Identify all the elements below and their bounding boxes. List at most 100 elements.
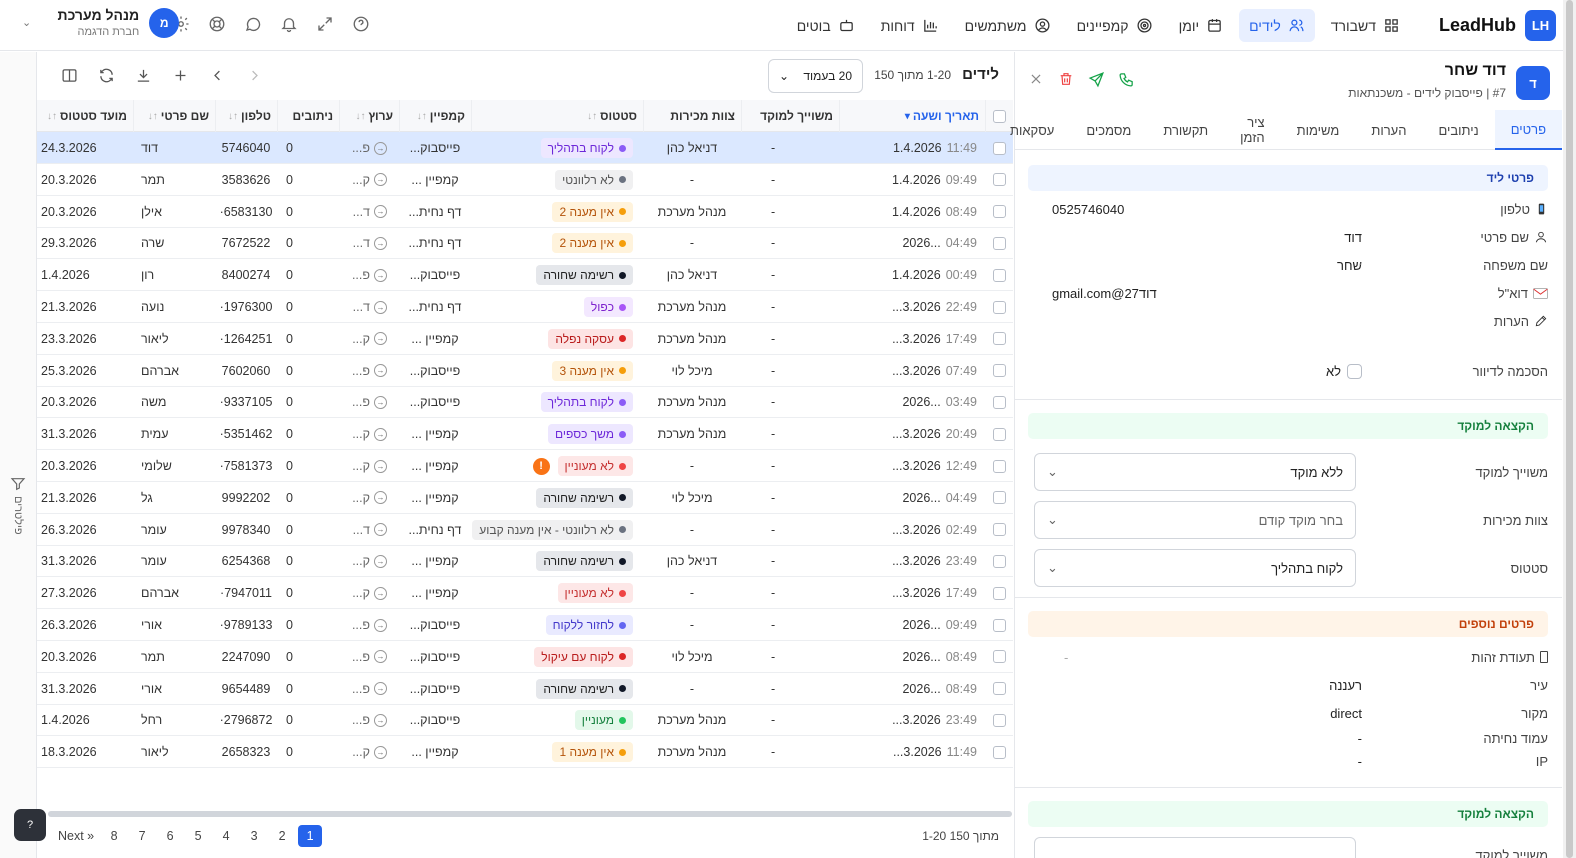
row-phone[interactable]: 6583130· — [219, 204, 273, 219]
assign-select[interactable]: בחר מוקד קודם ⌄ — [1034, 501, 1356, 539]
status-badge[interactable]: לחזור ללקוח — [545, 615, 633, 635]
row-checkbox[interactable] — [992, 682, 1006, 696]
nav-item-dashboard[interactable]: דשבורד — [1321, 9, 1410, 42]
assign-select[interactable]: ללא מוקד ⌄ — [1034, 453, 1356, 491]
per-page-select[interactable]: 20 בעמוד ⌄ — [768, 59, 863, 93]
horizontal-scrollbar[interactable] — [48, 811, 1012, 817]
status-badge[interactable]: אין מענה 2 — [552, 233, 633, 254]
table-row[interactable]: 17:49 3.2026... - מנהל מערכת עסקה נפלה קמפיין… — [37, 323, 1013, 355]
user-menu[interactable]: ⌄ מנהל מערכת חברת הדגמה מ — [22, 7, 180, 38]
column-header[interactable]: משוייך למוקד — [741, 100, 839, 132]
chevron-left-icon[interactable] — [206, 64, 228, 86]
table-row[interactable]: 11:49 1.4.2026 - דניאל כהן לקוח בתהליך פייסבו… — [37, 132, 1013, 164]
tab-6[interactable]: מסמכים — [1086, 122, 1132, 138]
help-button[interactable]: ? — [14, 809, 46, 841]
row-checkbox[interactable] — [992, 236, 1006, 250]
status-badge[interactable]: לקוח בתהליך — [540, 392, 633, 413]
status-badge[interactable]: אין מענה 3 — [552, 360, 633, 381]
status-badge[interactable]: עסקה נפלה — [548, 328, 633, 349]
tab-2[interactable]: הערות — [1371, 122, 1407, 138]
table-row[interactable]: 23:49 3.2026... - מנהל מערכת מעוניין פייסבוק.… — [37, 704, 1013, 737]
phone-call-icon[interactable] — [1117, 70, 1135, 88]
logo[interactable]: LH LeadHub — [1439, 10, 1556, 41]
chevron-right-icon[interactable] — [243, 64, 265, 86]
fullscreen-icon[interactable] — [314, 13, 336, 35]
assign2-select[interactable] — [1034, 837, 1356, 858]
send-icon[interactable] — [1087, 70, 1105, 88]
row-phone[interactable]: 7672522 — [221, 236, 271, 251]
status-badge[interactable]: לא מעוניין — [557, 583, 633, 604]
trash-icon[interactable] — [1057, 70, 1075, 88]
row-checkbox[interactable] — [992, 205, 1006, 219]
status-badge[interactable]: לא מעוניין — [557, 456, 633, 476]
row-checkbox[interactable] — [992, 491, 1006, 505]
nav-item-users[interactable]: לידים — [1239, 9, 1315, 42]
table-row[interactable]: 11:49 3.2026... - מנהל מערכת אין מענה 1 קמפיי… — [37, 736, 1013, 769]
row-phone[interactable]: 7581373· — [219, 459, 273, 473]
filter-toggle[interactable]: פילטרים — [10, 476, 26, 535]
page-button[interactable]: 3 — [250, 829, 258, 843]
page-scrollbar[interactable] — [1563, 0, 1576, 858]
refresh-icon[interactable] — [95, 64, 117, 86]
row-checkbox[interactable] — [992, 173, 1006, 187]
row-phone[interactable]: 9789133· — [219, 618, 273, 632]
row-phone[interactable]: 1264251· — [219, 331, 273, 346]
field-value[interactable]: 0525746040 — [1052, 201, 1125, 217]
row-checkbox[interactable] — [992, 745, 1006, 759]
table-row[interactable]: 00:49 1.4.2026 - דניאל כהן רשימה שחורה פייסבו… — [37, 259, 1013, 292]
row-checkbox[interactable] — [992, 268, 1006, 282]
status-badge[interactable]: רשימה שחורה — [536, 265, 633, 286]
row-checkbox[interactable] — [992, 713, 1006, 727]
column-header[interactable]: צוות מכירות — [643, 100, 741, 132]
download-icon[interactable] — [132, 64, 154, 86]
close-icon[interactable] — [1027, 70, 1045, 88]
row-phone[interactable]: 8400274 — [221, 268, 271, 283]
table-row[interactable]: 07:49 3.2026... - מיכל לוי אין מענה 3 פייסבוק… — [37, 355, 1013, 387]
table-row[interactable]: 17:49 3.2026... - - לא מעוניין קמפיין ... → ק..… — [37, 577, 1013, 610]
column-header[interactable]: סטטוס ↑↓ — [471, 100, 643, 132]
status-badge[interactable]: לא רלוונטי — [555, 169, 633, 190]
row-checkbox[interactable] — [992, 650, 1006, 664]
table-row[interactable]: 09:49 1.4.2026 - - לא רלוונטי קמפיין ... → ק...… — [37, 164, 1013, 196]
field-value[interactable]: שחר — [1337, 257, 1362, 273]
column-header[interactable]: מועד סטטוס ↑↓ — [37, 100, 133, 132]
status-badge[interactable]: משך כספים — [547, 424, 633, 445]
page-button[interactable]: 7 — [138, 829, 146, 843]
row-checkbox[interactable] — [992, 427, 1006, 441]
row-checkbox[interactable] — [992, 395, 1006, 409]
status-badge[interactable]: אין מענה 1 — [552, 742, 633, 763]
add-icon[interactable] — [169, 64, 191, 86]
page-button[interactable]: 5 — [194, 829, 202, 843]
nav-item-user-circle[interactable]: משתמשים — [955, 9, 1061, 42]
assign-select[interactable]: לקוח בתהליך ⌄ — [1034, 549, 1356, 587]
row-phone[interactable]: 7947011· — [220, 586, 272, 601]
row-checkbox[interactable] — [992, 554, 1006, 568]
tab-1[interactable]: ניתובים — [1438, 122, 1479, 138]
table-row[interactable]: 20:49 3.2026... - מנהל מערכת משך כספים קמפיין… — [37, 418, 1013, 451]
table-row[interactable]: 09:49 ...2026 - - לחזור ללקוח פייסבוק... → פ...… — [37, 609, 1013, 641]
tab-3[interactable]: משימות — [1296, 122, 1340, 138]
nav-item-bot[interactable]: בוטים — [787, 9, 865, 42]
row-phone[interactable]: 9654489 — [221, 681, 271, 696]
table-row[interactable]: 08:49 1.4.2026 - מנהל מערכת אין מענה 2 דף נחי… — [37, 196, 1013, 228]
tab-0[interactable]: פרטים — [1494, 110, 1562, 150]
row-phone[interactable]: 5351462· — [219, 427, 273, 442]
status-badge[interactable]: רשימה שחורה — [536, 551, 633, 572]
tab-5[interactable]: תקשורת — [1163, 122, 1209, 138]
status-badge[interactable]: לקוח עם עיקול — [534, 646, 633, 667]
row-checkbox[interactable] — [992, 523, 1006, 537]
page-button[interactable]: 1 — [298, 825, 323, 847]
tab-7[interactable]: עסקאות — [1010, 122, 1055, 138]
row-phone[interactable]: 2247090 — [221, 649, 271, 664]
status-badge[interactable]: לא רלוונטי - אין מענה קבוע — [472, 519, 633, 540]
column-header[interactable]: ניתובים — [277, 100, 339, 132]
row-checkbox[interactable] — [992, 364, 1006, 378]
table-row[interactable]: 22:49 3.2026... - מנהל מערכת כפול דף נחית... →… — [37, 291, 1013, 323]
next-page-button[interactable]: Next » — [58, 829, 95, 843]
chat-icon[interactable] — [242, 13, 264, 35]
row-checkbox[interactable] — [992, 300, 1006, 314]
consent-checkbox[interactable]: לא — [1326, 363, 1362, 379]
status-badge[interactable]: לקוח בתהליך — [540, 138, 633, 158]
row-phone[interactable]: 7602060 — [221, 363, 271, 378]
page-button[interactable]: 2 — [278, 829, 286, 843]
